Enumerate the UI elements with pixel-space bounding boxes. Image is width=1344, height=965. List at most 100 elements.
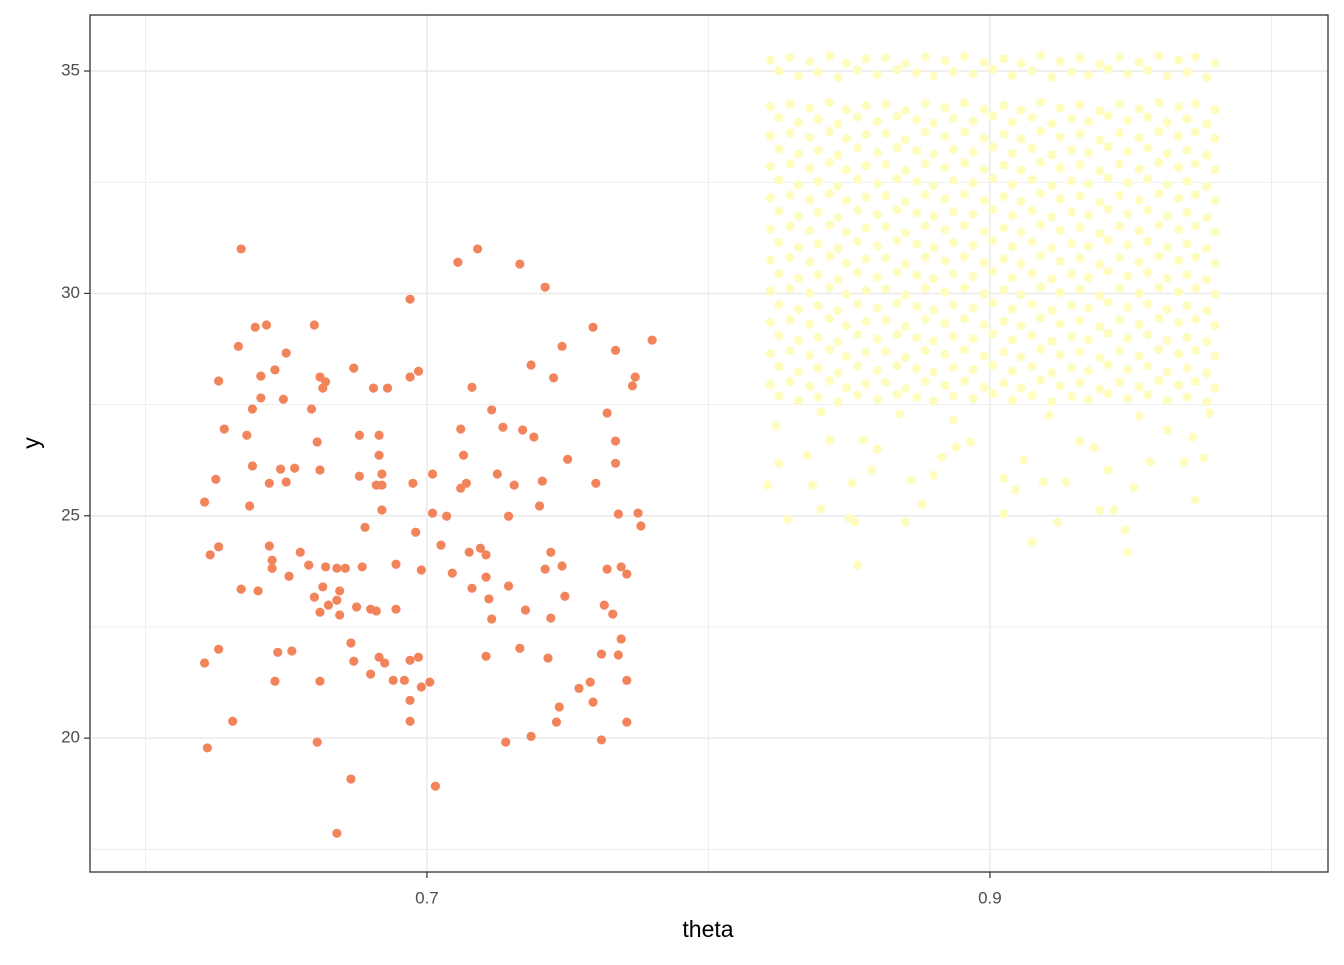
point [1055,319,1065,329]
point [765,55,775,65]
point [1047,274,1057,284]
point [264,478,274,488]
point [833,243,843,254]
x-tick-label: 0.9 [978,888,1002,907]
point [546,613,556,623]
point [1182,363,1192,373]
point [1066,67,1077,77]
point [988,64,998,74]
point [988,389,998,399]
point [1103,359,1113,370]
point [920,127,930,138]
point [1061,477,1071,487]
point [1083,366,1094,376]
point [912,68,922,78]
point [1190,98,1201,109]
point [988,173,998,183]
point [1007,117,1018,127]
point [484,594,494,604]
point [332,595,342,605]
point [841,227,851,237]
point [608,609,618,619]
point [1055,163,1065,173]
point [1083,210,1094,220]
point [948,300,958,310]
point [765,162,775,172]
point [861,130,871,140]
point [765,130,775,141]
point [551,717,562,727]
point [416,682,426,692]
point [273,647,283,657]
point [1007,395,1018,405]
point [427,508,438,518]
point [267,563,277,573]
point [948,331,958,341]
point [1047,336,1057,347]
point [371,606,381,616]
point [861,101,871,111]
point [526,731,536,741]
point [774,175,784,185]
point [1134,288,1144,299]
point [881,222,891,232]
point [1202,397,1212,407]
point [1095,353,1105,363]
point [1016,58,1026,69]
point [900,517,911,527]
point [205,550,215,560]
point [1190,376,1201,387]
point [1114,315,1125,325]
y-tick-label: 35 [61,61,80,80]
point [968,178,978,188]
point [785,52,795,62]
point [1047,305,1057,315]
point [988,298,998,308]
point [503,581,514,591]
point [360,522,370,532]
point [948,415,958,425]
point [622,569,632,579]
point [380,658,390,668]
point [999,347,1009,357]
point [405,695,415,705]
point [1134,411,1144,421]
point [1162,367,1172,377]
point [765,255,775,265]
point [315,607,325,617]
point [881,190,891,201]
point [284,571,294,581]
point [805,257,815,267]
point [1210,258,1220,268]
point [374,450,384,460]
point [1210,351,1220,362]
point [979,164,989,174]
point [999,100,1009,110]
point [785,221,795,231]
point [1027,299,1037,309]
point [861,347,871,358]
point [892,174,902,184]
point [833,212,843,222]
point [1154,220,1164,230]
point [793,180,804,190]
point [988,267,998,277]
point [453,257,463,267]
y-tick-label: 20 [61,728,80,747]
point [959,98,970,108]
point [1055,287,1065,298]
point [968,116,978,126]
point [312,737,322,747]
point [540,282,550,292]
point [1114,190,1125,200]
point [920,221,930,231]
point [509,480,519,490]
point [1154,189,1164,199]
point [1095,505,1105,515]
point [841,258,851,268]
point [1123,364,1133,375]
point [1083,148,1094,158]
point [1103,328,1113,339]
point [1210,196,1220,206]
